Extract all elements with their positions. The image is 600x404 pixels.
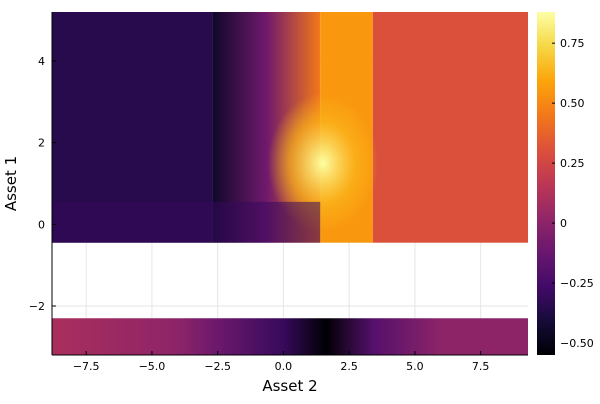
x-tick-labels: −7.5 −5.0 −2.5 0.0 2.5 5.0 7.5 (73, 351, 490, 373)
colorbar-tick-label: 0 (560, 217, 567, 230)
x-tick-label: 2.5 (340, 360, 358, 373)
x-tick-label: 5.0 (406, 360, 424, 373)
x-tick-label: 7.5 (472, 360, 490, 373)
heatmap-peak (267, 93, 378, 234)
axes (51, 12, 528, 356)
y-tick-label: 4 (38, 55, 45, 68)
colorbar-tick-label: −0.50 (560, 337, 594, 350)
heatmap-region (372, 12, 528, 243)
y-axis-label: Asset 1 (2, 156, 20, 211)
y-tick-label: 2 (38, 137, 45, 150)
x-tick-label: −5.0 (139, 360, 166, 373)
colorbar-tick-label: 0.75 (560, 37, 585, 50)
x-tick-label: −7.5 (73, 360, 100, 373)
colorbar-tick-label: −0.25 (560, 277, 594, 290)
x-tick-label: 0.0 (275, 360, 293, 373)
y-tick-label: 0 (38, 218, 45, 231)
heatmap-region (52, 318, 528, 355)
colorbar: −0.50 −0.25 0 0.25 0.50 0.75 (537, 12, 594, 355)
heatmap-lower-strip (52, 201, 321, 243)
colorbar-gradient (537, 12, 555, 355)
x-tick-label: −2.5 (204, 360, 231, 373)
colorbar-tick-label: 0.25 (560, 157, 585, 170)
y-tick-label: −2 (29, 300, 45, 313)
x-axis-label: Asset 2 (262, 377, 317, 395)
y-tick-labels: −2 0 2 4 (29, 55, 56, 313)
colorbar-tick-label: 0.50 (560, 97, 585, 110)
heatmap-cells (52, 12, 528, 355)
